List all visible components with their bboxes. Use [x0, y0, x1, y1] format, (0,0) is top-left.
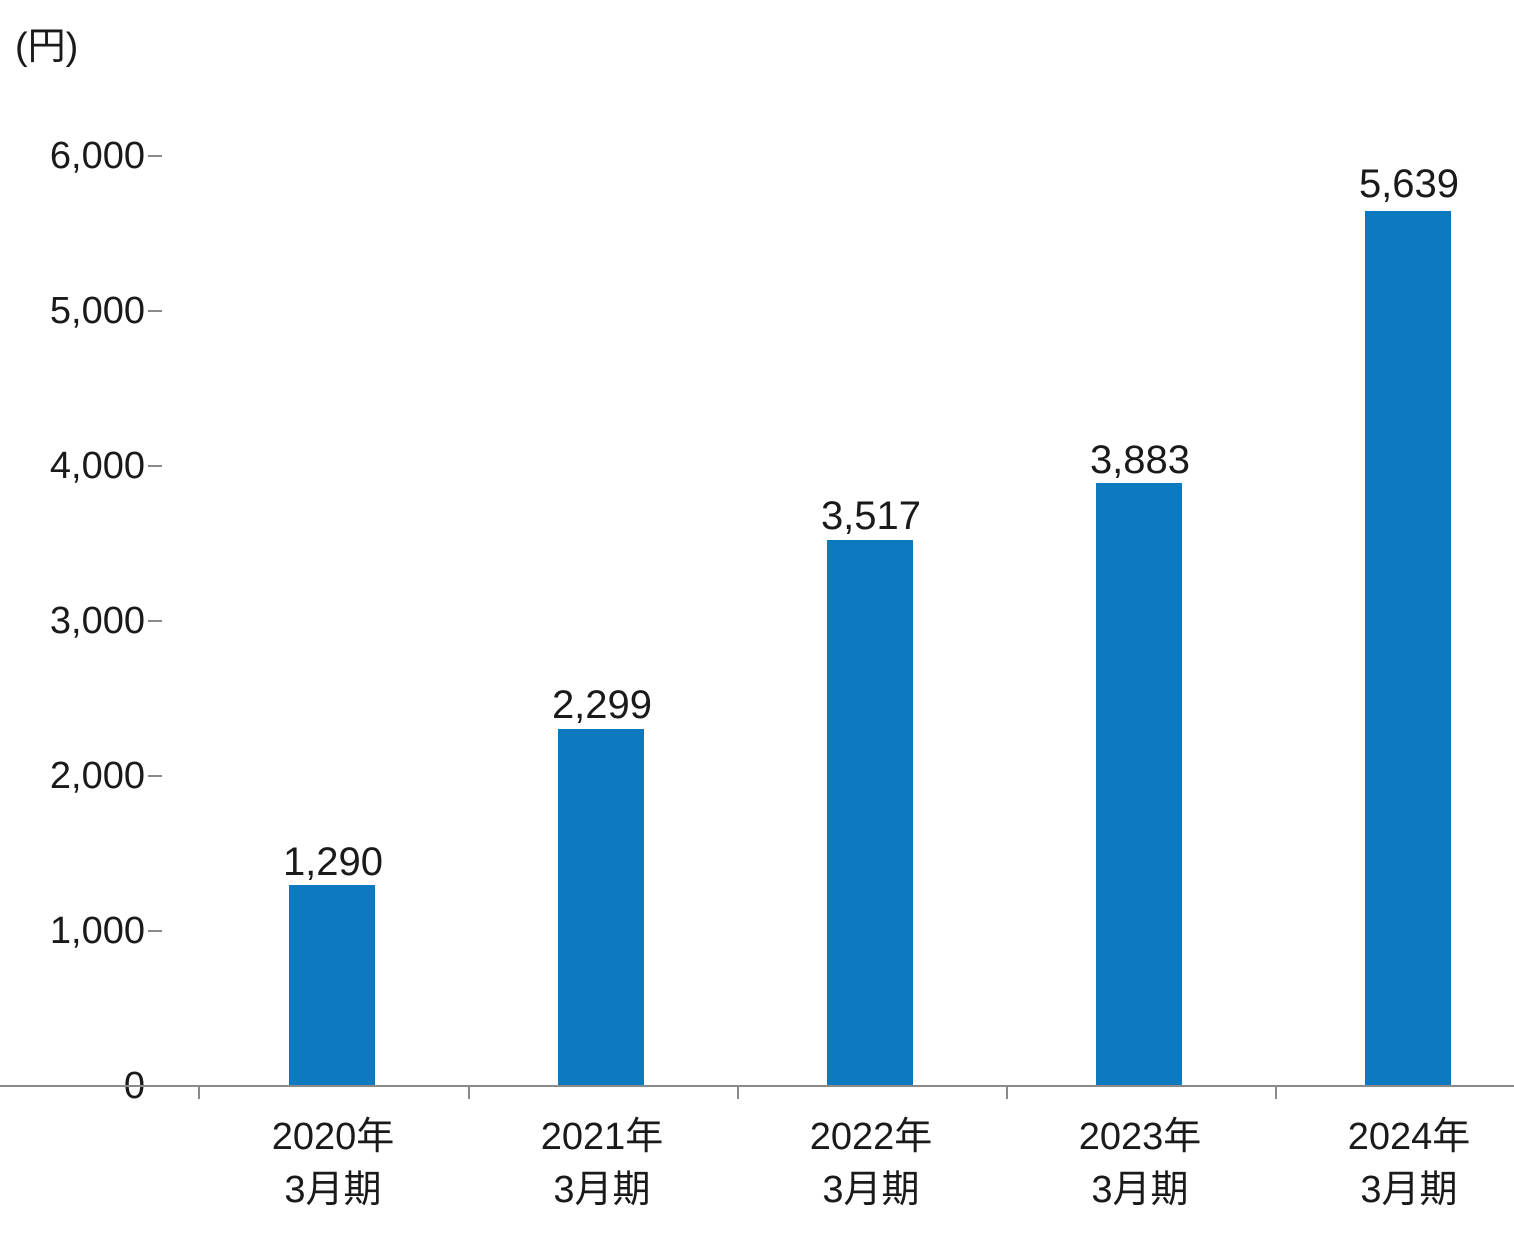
x-label-4-line1: 2024年	[1289, 1105, 1514, 1160]
bar-value-1: 2,299	[502, 683, 702, 728]
bar-0	[289, 885, 375, 1085]
bar-value-4: 5,639	[1309, 162, 1509, 207]
bar-value-2: 3,517	[771, 494, 971, 539]
x-label-2-line2: 3月期	[751, 1158, 991, 1213]
bar-2	[827, 540, 913, 1085]
bar-value-0: 1,290	[233, 840, 433, 885]
y-tick-label-3: 3,000	[15, 600, 145, 643]
y-tick-label-4: 4,000	[15, 445, 145, 488]
y-axis-unit-label: (円)	[15, 15, 78, 70]
bar-4	[1365, 211, 1451, 1085]
bar-1	[558, 729, 644, 1085]
x-tick-mark-0	[198, 1087, 200, 1099]
y-tick-label-5: 5,000	[15, 290, 145, 333]
y-tick-mark-4	[148, 465, 162, 467]
y-tick-label-1: 1,000	[15, 910, 145, 953]
x-label-3-line1: 2023年	[1020, 1105, 1260, 1160]
x-axis-line	[0, 1085, 1514, 1087]
y-tick-mark-6	[148, 155, 162, 157]
bar-chart: (円) 0 1,000 2,000 3,000 4,000 5,000 6,00…	[0, 0, 1514, 1253]
x-label-4-line2: 3月期	[1289, 1158, 1514, 1213]
x-tick-mark-1	[468, 1087, 470, 1099]
x-label-0-line2: 3月期	[213, 1158, 453, 1213]
x-label-1-line1: 2021年	[482, 1105, 722, 1160]
y-tick-label-2: 2,000	[15, 755, 145, 798]
bar-value-3: 3,883	[1040, 438, 1240, 483]
y-tick-mark-1	[148, 930, 162, 932]
x-tick-mark-3	[1006, 1087, 1008, 1099]
y-tick-label-6: 6,000	[15, 135, 145, 178]
bar-3	[1096, 483, 1182, 1085]
x-label-2-line1: 2022年	[751, 1105, 991, 1160]
y-tick-mark-5	[148, 310, 162, 312]
x-tick-mark-4	[1275, 1087, 1277, 1099]
x-label-1-line2: 3月期	[482, 1158, 722, 1213]
y-tick-mark-2	[148, 775, 162, 777]
x-label-3-line2: 3月期	[1020, 1158, 1260, 1213]
x-tick-mark-2	[737, 1087, 739, 1099]
y-tick-mark-3	[148, 620, 162, 622]
x-label-0-line1: 2020年	[213, 1105, 453, 1160]
